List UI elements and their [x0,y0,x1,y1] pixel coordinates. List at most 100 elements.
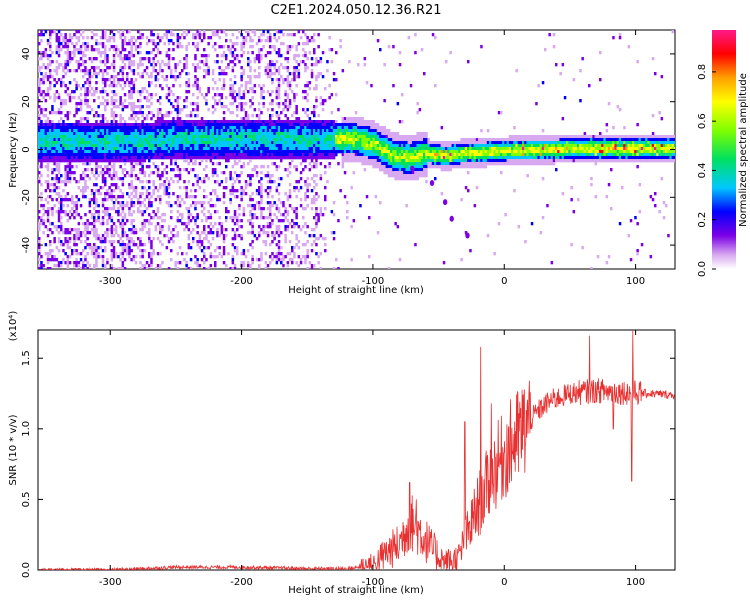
heatmap-cell [205,129,208,133]
heatmap-cell [244,135,248,139]
heatmap-cell [260,192,263,196]
heatmap-cell [236,234,239,238]
heatmap-cell [348,150,351,154]
heatmap-cell [295,132,298,136]
heatmap-cell [187,171,191,175]
heatmap-cell [77,135,81,139]
heatmap-cell [280,177,283,181]
heatmap-cell [77,66,81,70]
heatmap-cell [218,93,221,97]
heatmap-cell [95,33,98,37]
heatmap-cell [156,48,160,52]
heatmap-cell [60,99,63,103]
heatmap-cell [119,147,122,151]
heatmap-cell [145,132,149,136]
heatmap-cell [313,105,316,109]
heatmap-cell [174,159,177,163]
heatmap-cell [38,246,41,250]
heatmap-cell [211,30,215,34]
heatmap-cell [104,57,107,61]
heatmap-cell [49,129,52,133]
heatmap-cell [110,258,114,262]
heatmap-cell [216,129,219,133]
heatmap-cell [42,204,45,208]
heatmap-cell [110,249,114,253]
heatmap-cell [192,240,195,244]
heatmap-cell [275,165,279,169]
heatmap-cell [352,150,356,154]
heatmap-cell [156,129,160,133]
heatmap-cell [82,36,85,40]
heatmap-cell [110,234,114,238]
heatmap-cell [183,141,186,145]
heatmap-cell [200,219,204,223]
heatmap-cell [40,222,43,226]
heatmap-cell [170,120,173,124]
heatmap-cell [319,177,323,181]
heatmap-cell [84,66,87,70]
heatmap-cell [321,102,325,106]
heatmap-cell [112,93,116,97]
heatmap-cell [288,45,292,49]
heatmap-cell [73,264,76,268]
heatmap-cell [68,141,72,145]
heatmap-cell [101,210,105,214]
heatmap-cell [207,120,210,124]
heatmap-cell [299,150,303,154]
heatmap-cell [277,234,281,238]
heatmap-cell [90,144,94,148]
heatmap-cell [128,141,131,145]
heatmap-cell [330,138,334,142]
heatmap-cell [150,144,153,148]
heatmap-cell [262,147,265,151]
heatmap-cell [231,60,235,64]
heatmap-cell [79,63,83,67]
heatmap-cell [211,78,215,82]
heatmap-cell [121,72,125,76]
heatmap-cell [185,264,188,268]
heatmap-cell [181,138,184,142]
heatmap-cell [286,147,290,151]
heatmap-cell [216,228,219,232]
heatmap-cell [321,138,325,142]
heatmap-cell [104,129,107,133]
heatmap-cell [126,144,129,148]
heatmap-cell [178,186,182,190]
heatmap-cell [64,165,67,169]
heatmap-cell [130,69,133,73]
heatmap-cell [286,105,290,109]
heatmap-cell [348,156,351,160]
heatmap-cell [216,135,219,139]
heatmap-cell [227,147,230,151]
heatmap-cell [178,84,182,88]
heatmap-cell [132,81,136,85]
heatmap-cell [156,51,160,55]
heatmap-cell [297,117,301,121]
heatmap-cell [84,255,87,259]
heatmap-cell [64,237,67,241]
heatmap-cell [207,156,210,160]
heatmap-cell [128,195,131,199]
heatmap-cell [326,126,329,130]
heatmap-cell [117,153,120,157]
heatmap-cell [205,135,208,139]
heatmap-cell [110,207,114,211]
heatmap-cell [38,66,41,70]
heatmap-cell [66,192,70,196]
heatmap-cell [291,207,294,211]
heatmap-cell [40,93,43,97]
heatmap-cell [288,153,292,157]
heatmap-cell [255,120,259,124]
heatmap-cell [77,132,81,136]
heatmap-cell [269,72,272,76]
heatmap-cell [198,150,202,154]
heatmap-cell [302,60,305,64]
heatmap-cell [343,171,347,175]
heatmap-cell [277,129,281,133]
heatmap-cell [282,147,285,151]
heatmap-cell [328,129,331,133]
heatmap-cell [335,78,338,82]
heatmap-cell [299,144,303,148]
heatmap-cell [205,174,208,178]
heatmap-cell [247,156,250,160]
